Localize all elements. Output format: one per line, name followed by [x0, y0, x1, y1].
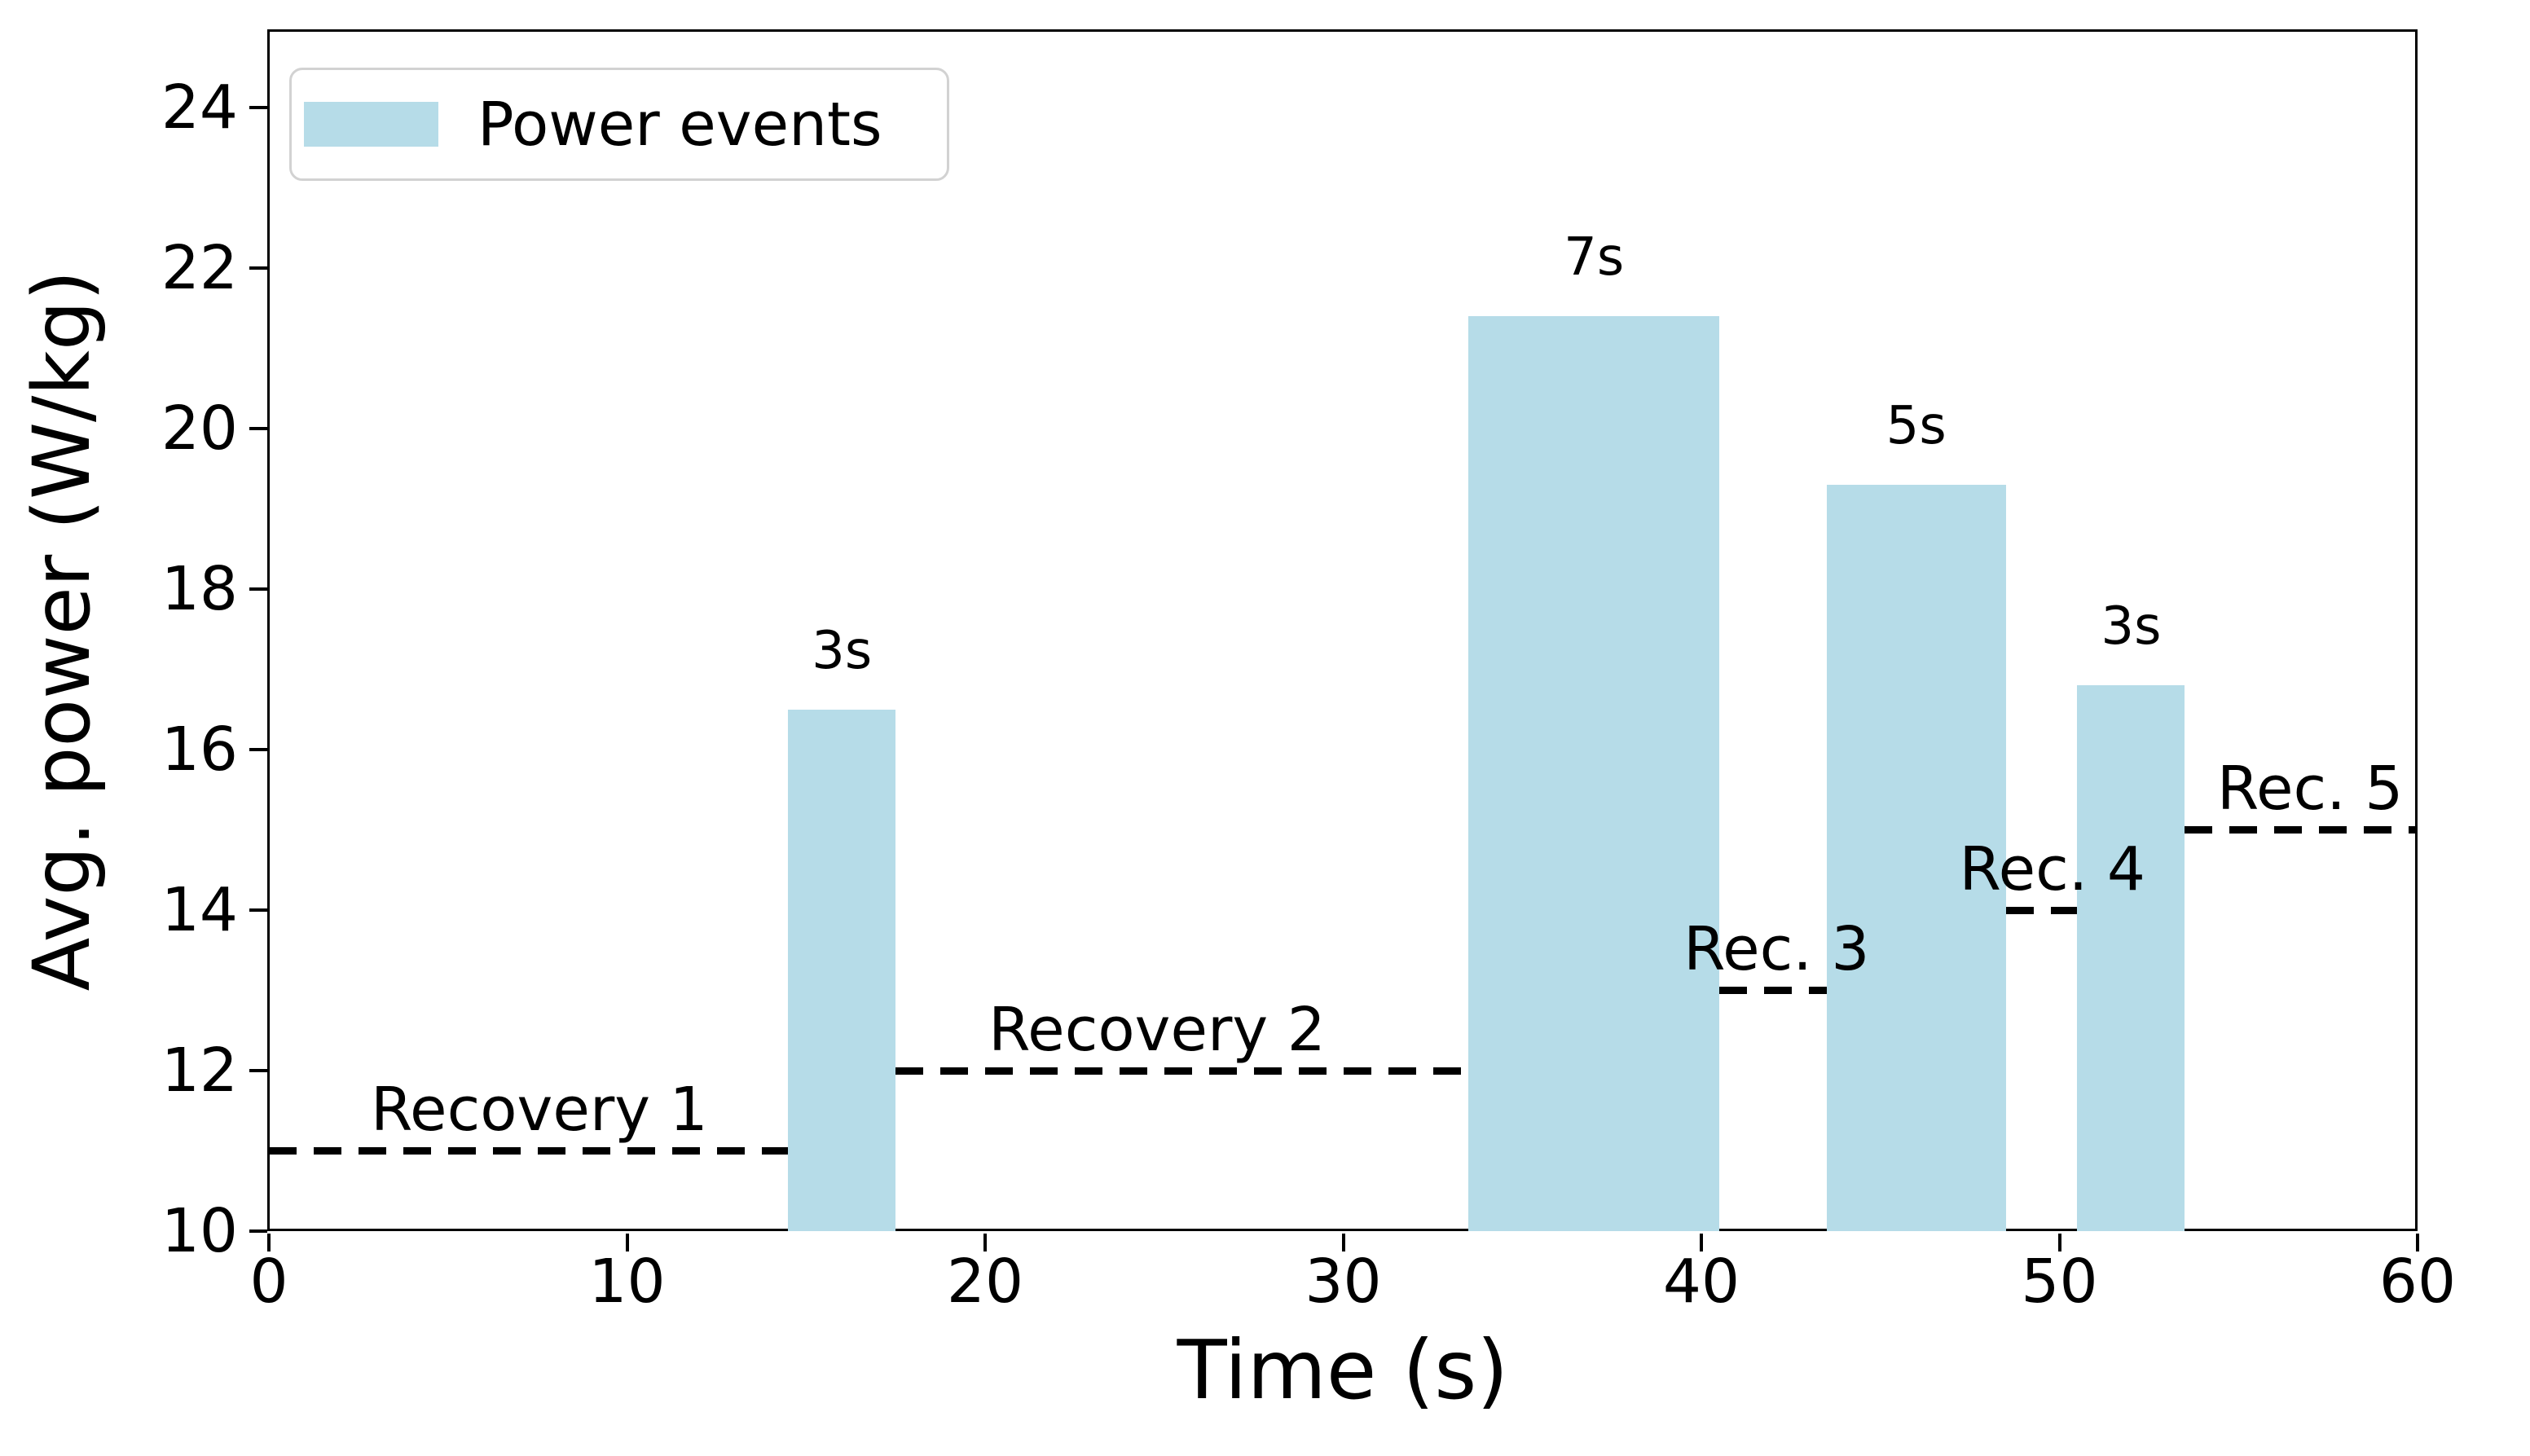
y-tick-label: 10 — [161, 1196, 238, 1266]
recovery-label: Recovery 1 — [370, 1075, 708, 1146]
y-tick-label: 20 — [161, 393, 238, 464]
bar-duration-label: 3s — [2101, 596, 2162, 657]
recovery-line — [1718, 987, 1827, 995]
x-tick-label: 40 — [1662, 1247, 1740, 1317]
bar-duration-label: 7s — [1564, 227, 1625, 288]
recovery-label: Recovery 2 — [988, 994, 1326, 1065]
x-tick-mark — [1700, 1234, 1703, 1251]
y-tick-label: 24 — [161, 72, 238, 143]
x-tick-mark — [983, 1234, 987, 1251]
recovery-line — [895, 1067, 1469, 1075]
y-tick-mark — [249, 908, 267, 912]
x-tick-label: 60 — [2378, 1247, 2457, 1317]
y-tick-label: 14 — [161, 874, 238, 945]
recovery-label: Rec. 4 — [1959, 834, 2145, 904]
y-tick-mark — [249, 266, 267, 270]
x-tick-mark — [2416, 1234, 2419, 1251]
x-tick-label: 50 — [2021, 1247, 2098, 1317]
plot-area — [267, 29, 2418, 1231]
legend: Power events — [289, 68, 949, 181]
y-tick-label: 12 — [161, 1035, 238, 1106]
power-event-bar — [1468, 315, 1719, 1231]
x-tick-mark — [267, 1234, 271, 1251]
legend-label-power-events: Power events — [477, 89, 882, 160]
y-tick-mark — [249, 1229, 267, 1233]
y-tick-label: 16 — [161, 714, 238, 785]
x-tick-label: 20 — [946, 1247, 1024, 1317]
y-tick-mark — [249, 426, 267, 430]
y-tick-label: 18 — [161, 553, 238, 624]
recovery-line — [2185, 826, 2418, 834]
power-event-bar — [788, 709, 896, 1231]
recovery-line — [269, 1147, 789, 1155]
x-tick-mark — [1341, 1234, 1345, 1251]
x-tick-label: 10 — [588, 1247, 666, 1317]
bar-duration-label: 5s — [1885, 395, 1947, 456]
x-tick-label: 30 — [1305, 1247, 1382, 1317]
y-tick-mark — [249, 105, 267, 109]
power-event-bar — [1826, 484, 2006, 1231]
y-tick-mark — [249, 747, 267, 751]
x-tick-mark — [625, 1234, 629, 1251]
x-axis-title: Time (s) — [1177, 1322, 1509, 1418]
recovery-label: Rec. 5 — [2216, 754, 2404, 825]
x-tick-mark — [2057, 1234, 2061, 1251]
recovery-label: Rec. 3 — [1683, 914, 1870, 985]
recovery-line — [2005, 906, 2078, 914]
y-tick-mark — [249, 587, 267, 591]
x-tick-label: 0 — [249, 1247, 288, 1317]
y-tick-label: 22 — [161, 232, 238, 303]
power-event-bar — [2077, 685, 2185, 1231]
bar-duration-label: 3s — [812, 620, 873, 681]
y-tick-mark — [249, 1068, 267, 1072]
legend-swatch-power-events — [304, 102, 438, 147]
